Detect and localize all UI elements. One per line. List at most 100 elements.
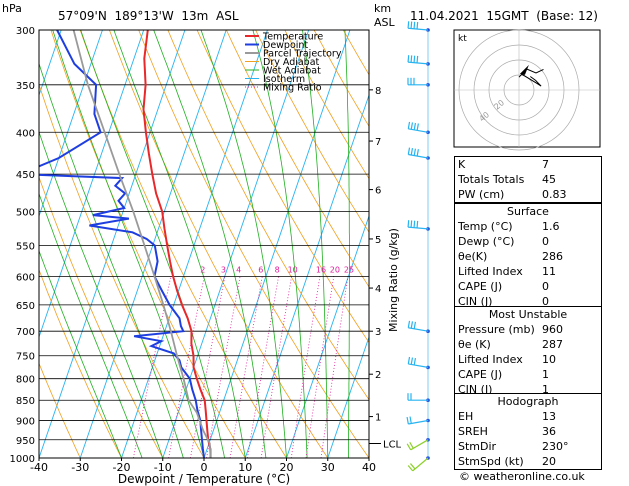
mixing-ratio-line <box>247 276 279 458</box>
wind-barb-flag <box>410 122 414 130</box>
wind-barb-flag <box>413 122 417 130</box>
x-tick-label: -30 <box>71 461 89 474</box>
wind-barb <box>407 456 430 472</box>
table-row-value: 960 <box>542 323 563 336</box>
mixing-ratio-line <box>190 276 226 458</box>
wind-barb-flag <box>413 148 417 156</box>
mixing-ratio-line <box>168 276 205 458</box>
pressure-tick-label: 400 <box>16 128 35 139</box>
table-row-value: 1 <box>542 383 549 396</box>
wind-barb-flag <box>407 356 411 365</box>
mixing-ratio-label: 8 <box>275 265 280 274</box>
isotherm-line <box>121 30 268 458</box>
wet-adiabat-line <box>302 30 329 458</box>
table-row: θe(K) 286 <box>455 249 601 264</box>
isotherm-line <box>39 30 103 218</box>
legend-label: Isotherm <box>263 74 305 85</box>
pressure-tick-label: 500 <box>16 208 35 219</box>
mixing-ratio-line <box>260 276 292 458</box>
legend-label: Dewpoint <box>263 40 308 51</box>
pressure-tick-label: 700 <box>16 327 35 338</box>
x-tick-label: 20 <box>280 461 294 474</box>
table-row-value: 0 <box>542 295 549 308</box>
wind-barb-shaft <box>408 419 429 425</box>
table-row-label: θe (K) <box>458 338 491 351</box>
wind-barb-flag <box>407 55 410 63</box>
table-row: CIN (J) 0 <box>455 294 601 309</box>
table-row-value: 287 <box>542 338 563 351</box>
table-row: CAPE (J) 0 <box>455 279 601 294</box>
x-tick-label: 40 <box>362 461 376 474</box>
most-unstable-title: Most Unstable <box>488 308 568 321</box>
table-row-label: CAPE (J) <box>458 368 503 381</box>
pressure-tick-label: 350 <box>16 81 35 92</box>
hodograph-frame <box>453 29 601 148</box>
table-row-value: 36 <box>542 425 556 438</box>
table-row: Pressure (mb) 960 <box>455 322 601 337</box>
x-tick-label: -20 <box>113 461 131 474</box>
dry-adiabat-line <box>255 30 369 233</box>
table-row-label: Pressure (mb) <box>458 323 535 336</box>
table-row-value: 45 <box>542 173 556 186</box>
mixing-ratio-label: 2 <box>200 265 205 274</box>
wind-barb-flag <box>407 121 411 129</box>
wind-barb <box>407 320 430 333</box>
table-row-label: Lifted Index <box>458 265 523 278</box>
mixing-ratio-label: 3 <box>221 265 226 274</box>
isotherm-line <box>327 335 369 458</box>
table-row-label: PW (cm) <box>458 188 505 201</box>
wind-barb-flag <box>410 220 413 228</box>
wind-barb <box>406 438 430 451</box>
table-row-label: θe(K) <box>458 250 488 263</box>
legend-label: Wet Adiabat <box>263 66 321 77</box>
wind-barb <box>407 220 430 231</box>
wind-barb-flag <box>406 443 412 451</box>
wind-barb <box>407 21 430 32</box>
dry-adiabat-line <box>138 30 369 458</box>
table-row-label: K <box>458 158 466 171</box>
wet-adiabat-line <box>252 30 308 458</box>
isotherm-line <box>286 214 369 458</box>
x-tick-label: -40 <box>30 461 48 474</box>
dry-adiabat-line <box>109 30 329 458</box>
wet-adiabat-line <box>344 30 350 458</box>
table-row-label: Temp (°C) <box>458 220 513 233</box>
isotherm-line <box>39 30 145 339</box>
wind-barb-flag <box>416 22 419 30</box>
mixing-ratio-label: 16 <box>316 265 326 274</box>
table-row-label: CIN (J) <box>458 295 493 308</box>
pressure-tick-label: 650 <box>16 301 35 312</box>
surface-table: Surface Temp (°C) 1.6 Dewp (°C) 0 θe(K) 286 Li… <box>454 203 602 310</box>
wind-barb-flag <box>407 220 410 228</box>
wind-barb-flag <box>410 55 413 63</box>
table-row-value: 230° <box>542 440 569 453</box>
mixing-ratio-line <box>305 276 335 458</box>
lcl-label: LCL <box>383 439 402 450</box>
wind-barb-flag <box>416 149 419 157</box>
hodograph-table: Hodograph EH 13 SREH 36 StmDir 230° StmSpd (kt… <box>454 393 602 470</box>
hodograph-table-title: Hodograph <box>497 395 559 408</box>
copyright[interactable]: © weatheronline.co.uk <box>459 470 585 483</box>
table-row: PW (cm) 0.83 <box>455 187 601 202</box>
hodograph-kt-label: kt <box>458 34 467 44</box>
wind-barb-shaft <box>408 226 429 230</box>
wet-adiabat-line <box>52 30 205 458</box>
mixing-ratio-line <box>320 276 349 458</box>
mixing-ratio-label: 6 <box>258 265 263 274</box>
mixing-ratio-line <box>132 276 172 458</box>
wind-barb-flag <box>413 321 417 329</box>
location-title: 57°09'N 189°13'W 13m ASL <box>58 9 239 23</box>
wind-barb-flag <box>410 21 413 29</box>
table-row-label: Dewp (°C) <box>458 235 515 248</box>
x-tick-label: -10 <box>154 461 172 474</box>
table-row: Totals Totals 45 <box>455 172 601 187</box>
table-row-value: 0 <box>542 280 549 293</box>
series-dewpoint <box>39 30 205 458</box>
pressure-tick-label: 750 <box>16 352 35 363</box>
x-tick-label: 10 <box>238 461 252 474</box>
dry-adiabat-line <box>606 30 629 458</box>
x-tick-label: 30 <box>321 461 335 474</box>
mixing-ratio-label: 25 <box>344 265 354 274</box>
